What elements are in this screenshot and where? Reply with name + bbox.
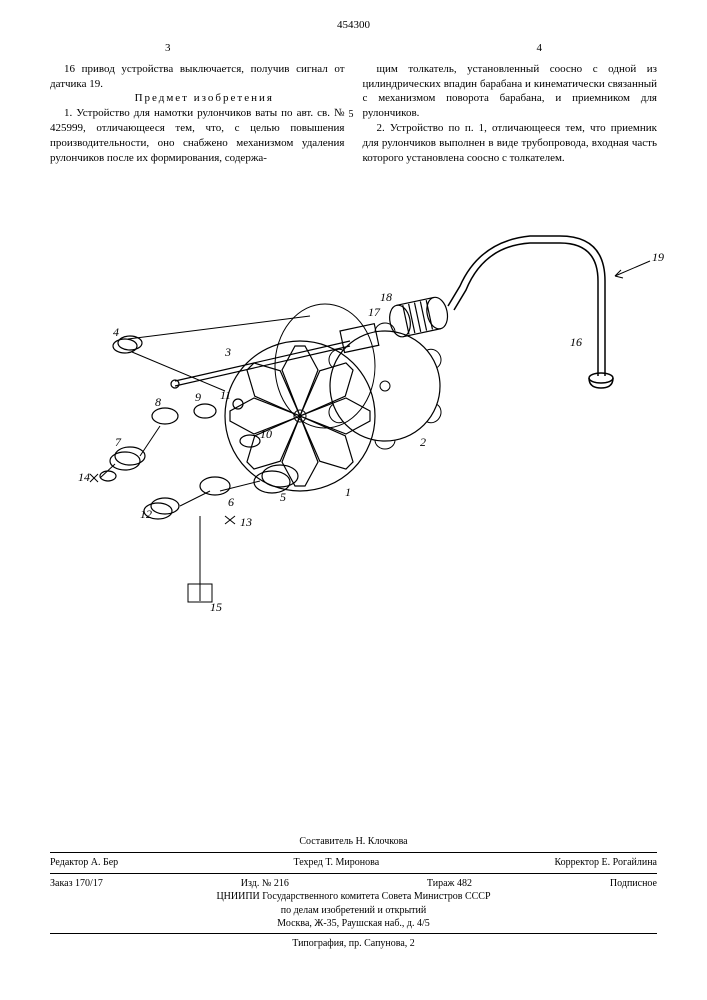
right-column: 5 щим толкатель, установленный соосно с …: [363, 62, 658, 166]
label-9: 9: [195, 390, 201, 404]
col-num-right: 4: [537, 41, 543, 56]
footer: Составитель Н. Клочкова Редактор А. Бер …: [50, 835, 657, 951]
izd: Изд. № 216: [241, 877, 289, 891]
arrow-19: [615, 261, 650, 278]
figure-svg: 1 2 3 4 5 6 7 8 9 10 11 12 13 14 15 16 1…: [0, 186, 707, 666]
label-18: 18: [380, 290, 392, 304]
label-11: 11: [220, 388, 231, 402]
corrector: Корректор Е. Рогайлина: [554, 856, 657, 870]
patent-number: 454300: [0, 0, 707, 33]
label-17: 17: [368, 305, 381, 319]
org1: ЦНИИПИ Государственного комитета Совета …: [50, 890, 657, 904]
org3: Москва, Ж-35, Раушская наб., д. 4/5: [50, 917, 657, 931]
ref-labels: 1 2 3 4 5 6 7 8 9 10 11 12 13 14 15 16 1…: [78, 250, 664, 614]
backplate: [275, 304, 375, 428]
label-15: 15: [210, 600, 222, 614]
cross-14: [90, 474, 98, 482]
left-p2: 1. Устройство для намотки рулончиков ват…: [50, 106, 345, 165]
signed: Подписное: [610, 877, 657, 891]
label-12: 12: [140, 507, 152, 521]
left-column: 16 привод устройства выключается, получи…: [50, 62, 345, 166]
label-3: 3: [224, 345, 231, 359]
figure: 1 2 3 4 5 6 7 8 9 10 11 12 13 14 15 16 1…: [0, 186, 707, 666]
cross-13: [225, 516, 235, 524]
label-19: 19: [652, 250, 664, 264]
typography: Типография, пр. Сапунова, 2: [50, 933, 657, 951]
sensor: [188, 566, 212, 602]
drum: [225, 341, 375, 491]
label-8: 8: [155, 395, 161, 409]
label-6: 6: [228, 495, 234, 509]
label-14: 14: [78, 470, 90, 484]
right-p1: щим толкатель, установленный соосно с од…: [363, 62, 658, 121]
label-1: 1: [345, 485, 351, 499]
label-5: 5: [280, 490, 286, 504]
org2: по делам изобретений и открытий: [50, 904, 657, 918]
label-16: 16: [570, 335, 582, 349]
pipe: [448, 236, 613, 388]
label-13: 13: [240, 515, 252, 529]
belts: [100, 316, 310, 566]
compiler: Составитель Н. Клочкова: [50, 835, 657, 853]
order: Заказ 170/17: [50, 877, 103, 891]
label-10: 10: [260, 427, 272, 441]
secondary-wheel: [325, 323, 444, 449]
right-p2: 2. Устройство по п. 1, отличающееся тем,…: [363, 121, 658, 166]
footer-credits: Редактор А. Бер Техред Т. Миронова Корре…: [50, 852, 657, 873]
section-title: Предмет изобретения: [50, 91, 345, 106]
techred: Техред Т. Миронова: [293, 856, 379, 870]
label-2: 2: [420, 435, 426, 449]
left-p1: 16 привод устройства выключается, получи…: [50, 62, 345, 92]
col-num-left: 3: [165, 41, 171, 56]
footer-pubinfo: Заказ 170/17 Изд. № 216 Тираж 482 Подпис…: [50, 873, 657, 931]
label-7: 7: [115, 435, 122, 449]
text-columns: 16 привод устройства выключается, получи…: [0, 56, 707, 166]
label-4: 4: [113, 325, 119, 339]
editor: Редактор А. Бер: [50, 856, 118, 870]
tirazh: Тираж 482: [427, 877, 472, 891]
line-marker: 5: [349, 108, 354, 122]
